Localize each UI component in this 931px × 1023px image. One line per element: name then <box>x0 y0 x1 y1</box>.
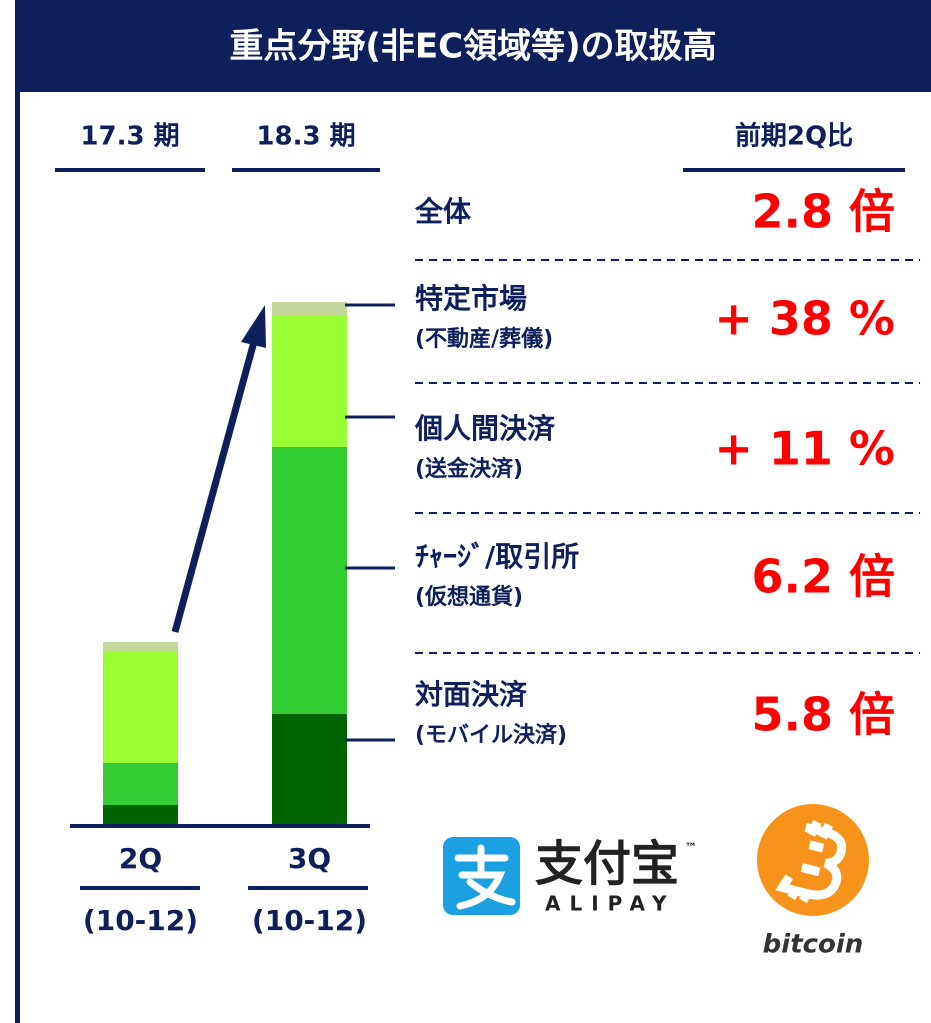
x-tick-label: 3Q <box>288 842 331 875</box>
row-note: (仮想通貨) <box>415 584 523 610</box>
bar-segment <box>103 763 178 805</box>
bar-segment <box>103 651 178 763</box>
row-ratio: 6.2 倍 <box>751 550 895 604</box>
row-note: (不動産/葬儀) <box>415 326 553 352</box>
title-bar <box>15 0 931 92</box>
row-ratio: 2.8 倍 <box>751 185 895 239</box>
row-ratio: + 11 % <box>714 422 895 476</box>
chart-title: 重点分野(非EC領域等)の取扱高 <box>229 27 716 67</box>
bitcoin-name: bitcoin <box>763 930 864 960</box>
row-note: (送金決済) <box>415 456 523 482</box>
trademark: ™ <box>685 841 697 855</box>
x-tick-note: (10-12) <box>252 904 367 937</box>
bar-segment <box>272 316 347 447</box>
alipay-name: 支付宝 <box>535 836 679 892</box>
period-label: 18.3 期 <box>256 122 355 152</box>
underlines <box>55 168 905 890</box>
comparison-header: 前期2Q比 <box>735 121 853 152</box>
bitcoin-glyph <box>775 819 847 904</box>
row-note: (モバイル決済) <box>415 722 567 748</box>
row-label: 対面決済 <box>415 678 528 711</box>
row-ratio: + 38 % <box>714 292 895 346</box>
row-label: ﾁｬｰｼﾞ/取引所 <box>415 540 579 573</box>
row-label: 特定市場 <box>415 282 527 315</box>
bar-segment <box>272 302 347 316</box>
alipay-latin: ALIPAY <box>545 892 676 916</box>
frame-left <box>15 92 20 1023</box>
x-tick-note: (10-12) <box>83 904 198 937</box>
growth-arrow <box>171 337 259 633</box>
row-dividers <box>415 259 920 654</box>
bar-segment <box>272 714 347 824</box>
x-tick-label: 2Q <box>119 842 162 875</box>
row-ratio: 5.8 倍 <box>751 688 895 742</box>
arrow-head <box>241 305 266 348</box>
bar-segment <box>103 805 178 824</box>
bar-segment <box>103 642 178 651</box>
period-label: 17.3 期 <box>80 122 179 152</box>
alipay-glyph <box>454 844 516 910</box>
row-label: 個人間決済 <box>414 412 556 445</box>
bar-segment <box>272 447 347 714</box>
row-label: 全体 <box>414 195 472 228</box>
